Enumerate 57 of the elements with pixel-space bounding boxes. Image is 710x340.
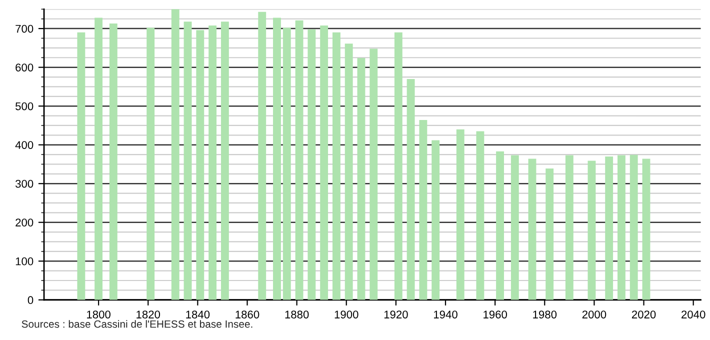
bar xyxy=(308,29,316,300)
bar xyxy=(370,48,378,300)
bar xyxy=(419,120,428,300)
bar xyxy=(476,131,484,300)
bar xyxy=(630,154,638,300)
bar xyxy=(406,78,415,300)
bar xyxy=(273,18,281,300)
x-tick-label: 1800 xyxy=(87,310,110,318)
x-tick-label: 1820 xyxy=(136,310,160,318)
y-tick-label: 400 xyxy=(15,141,34,149)
bar xyxy=(357,58,366,300)
bar xyxy=(332,32,340,300)
x-tick-label: 1960 xyxy=(484,310,507,318)
bar xyxy=(588,160,596,300)
x-tick-label: 1840 xyxy=(186,310,210,318)
x-tick-label: 1940 xyxy=(434,310,458,318)
x-tick-label: 1920 xyxy=(384,310,408,318)
x-tick-label: 1980 xyxy=(533,310,557,318)
bar xyxy=(618,155,626,300)
bar xyxy=(220,22,229,300)
bar xyxy=(146,28,155,300)
y-tick-label: 300 xyxy=(15,180,34,188)
bar xyxy=(456,129,464,300)
y-tick-label: 700 xyxy=(16,24,34,33)
bar xyxy=(171,9,180,300)
bar xyxy=(320,25,328,300)
bar xyxy=(196,30,204,300)
bar xyxy=(528,158,536,300)
bar xyxy=(94,18,103,300)
bar xyxy=(77,32,86,300)
y-tick-label: 500 xyxy=(16,102,34,110)
bar xyxy=(496,151,504,300)
bar xyxy=(565,155,574,300)
x-tick-label: 2000 xyxy=(582,310,606,318)
y-tick-label: 100 xyxy=(16,257,34,266)
bar xyxy=(282,28,291,300)
bar xyxy=(432,140,440,300)
x-tick-label: 1880 xyxy=(285,310,309,318)
x-tick-label: 2020 xyxy=(632,310,656,318)
bar xyxy=(344,44,353,300)
x-tick-label: 2040 xyxy=(682,310,706,318)
source-note: Sources : base Cassini de l'EHESS et base Insee. xyxy=(22,320,252,328)
bar xyxy=(109,24,118,300)
y-tick-label: 0 xyxy=(28,296,34,304)
x-tick-label: 1900 xyxy=(334,310,358,318)
bar xyxy=(546,168,554,300)
bar xyxy=(295,20,304,300)
bar xyxy=(394,32,402,300)
bar xyxy=(605,156,614,300)
bar xyxy=(208,25,217,300)
y-tick-label: 200 xyxy=(16,218,34,226)
bar xyxy=(510,155,519,300)
x-tick-label: 1860 xyxy=(236,310,260,318)
bar xyxy=(184,22,192,300)
bar xyxy=(258,12,266,300)
bar xyxy=(642,158,650,300)
y-tick-label: 600 xyxy=(16,64,34,72)
